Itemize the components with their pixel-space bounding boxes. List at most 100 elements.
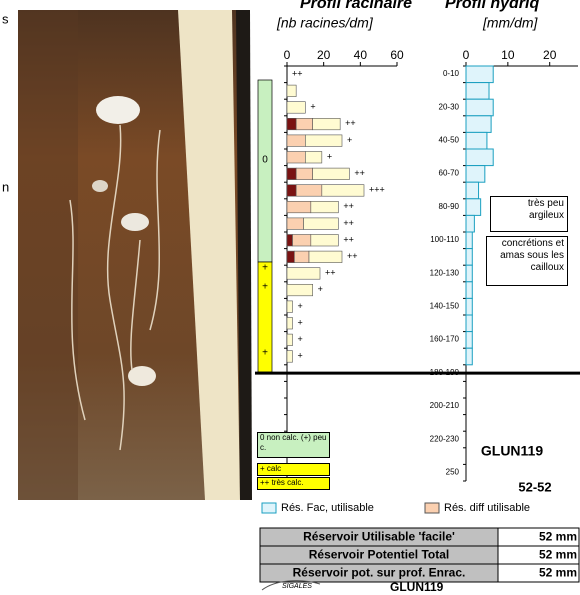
density-label: ++: [325, 268, 336, 278]
y-tick-label: 20-30: [439, 102, 460, 111]
root-bar: [312, 118, 341, 131]
root-bar: [286, 317, 293, 330]
root-bar: [286, 118, 297, 131]
legend-label: Rés. diff utilisable: [444, 502, 530, 514]
root-bar: [286, 84, 297, 97]
chart-title: Profil hydriq: [445, 0, 539, 12]
root-bar: [312, 167, 350, 180]
table-cell: [497, 563, 580, 583]
note-box: concrétions et amas sous les cailloux: [486, 236, 568, 286]
x-tick-label: 10: [501, 48, 515, 62]
density-label: +: [298, 317, 303, 327]
root-bar: [286, 151, 306, 164]
y-tick-label: 100-110: [430, 235, 459, 244]
root-bar: [295, 118, 313, 131]
chart-subtitle: [mm/dm]: [482, 15, 539, 31]
table-value: 52 mm: [539, 530, 577, 544]
density-label: ++: [345, 118, 356, 128]
x-tick-label: 0: [463, 48, 470, 62]
density-label: +: [327, 151, 332, 161]
x-tick-label: 40: [354, 48, 368, 62]
note-box: très peu argileux: [490, 196, 568, 232]
logo-swoosh: [261, 580, 321, 591]
y-tick-label: 140-150: [430, 302, 460, 311]
root-bar: [292, 234, 312, 247]
water-bar: [465, 115, 492, 133]
y-tick-label: 160-170: [430, 335, 460, 344]
root-bar: [286, 300, 293, 313]
root-bar: [286, 184, 297, 197]
soil-photo: [18, 10, 252, 500]
density-label: ++: [343, 218, 354, 228]
x-tick-label: 60: [390, 48, 404, 62]
table-label: Réservoir pot. sur prof. Enrac.: [293, 566, 466, 580]
calc-legend: ++ très calc.: [257, 477, 330, 490]
water-bar: [465, 82, 490, 100]
root-bar: [321, 184, 365, 197]
root-bar: [303, 217, 339, 230]
x-tick-label: 20: [317, 48, 331, 62]
density-label: +: [318, 284, 323, 294]
density-label: +: [298, 301, 303, 311]
root-bar: [286, 101, 306, 114]
root-bar: [305, 134, 343, 147]
density-label: +: [310, 102, 315, 112]
calc-zone: [257, 79, 273, 263]
root-bar: [286, 333, 293, 346]
annotation: 52-52: [518, 479, 551, 494]
density-label: +: [298, 334, 303, 344]
water-bar: [465, 264, 473, 283]
water-bar: [465, 148, 494, 167]
y-tick-label: 0-10: [443, 69, 460, 78]
water-bar: [465, 198, 482, 216]
water-bar: [465, 231, 473, 250]
y-tick-label: 40-50: [439, 136, 460, 145]
chart-title: Profil racinaire: [300, 0, 412, 12]
legend-swatch: [261, 502, 277, 514]
y-tick-label: 120-130: [430, 268, 460, 277]
root-bar: [310, 201, 339, 214]
calc-label: +: [262, 263, 268, 274]
root-bar: [308, 250, 343, 263]
y-tick-label: 220-230: [430, 434, 460, 443]
legend-swatch: [424, 502, 440, 514]
y-tick-label: 250: [446, 468, 460, 477]
density-label: +: [298, 351, 303, 361]
root-bar: [286, 350, 293, 363]
root-bar: [294, 250, 310, 263]
root-bar: [305, 151, 323, 164]
water-bar: [465, 165, 486, 183]
footer-logo: SIGALES: [282, 583, 312, 590]
water-bar: [465, 297, 473, 316]
annotation: GLUN119: [481, 443, 543, 459]
calc-label: +: [262, 348, 268, 359]
water-bar: [465, 98, 494, 117]
root-bar: [286, 267, 321, 280]
margin-text: n: [2, 179, 9, 194]
table-label: Réservoir Utilisable 'facile': [303, 530, 455, 544]
calc-label: 0: [262, 155, 268, 166]
water-bar: [465, 281, 473, 299]
water-bar: [465, 214, 475, 233]
density-label: ++: [343, 234, 354, 244]
water-bar: [465, 65, 494, 84]
legend-label: Rés. Fac, utilisable: [281, 502, 374, 514]
water-bar: [465, 131, 488, 150]
x-tick-label: 20: [543, 48, 557, 62]
root-bar: [286, 283, 313, 297]
water-bar: [465, 248, 473, 266]
water-bar: [465, 181, 480, 200]
calc-label: +: [262, 282, 268, 293]
calc-legend: + calc: [257, 463, 330, 476]
density-label: +: [347, 135, 352, 145]
chart-subtitle: [nb racines/dm]: [276, 15, 374, 31]
y-tick-label: 200-210: [430, 401, 460, 410]
root-bar: [286, 201, 312, 214]
calc-legend: 0 non calc. (+) peu c.: [257, 432, 330, 458]
footer-code: GLUN119: [390, 580, 444, 594]
root-bar: [286, 134, 306, 147]
root-bar: [286, 234, 293, 247]
table-value: 52 mm: [539, 566, 577, 580]
density-label: ++: [354, 168, 365, 178]
